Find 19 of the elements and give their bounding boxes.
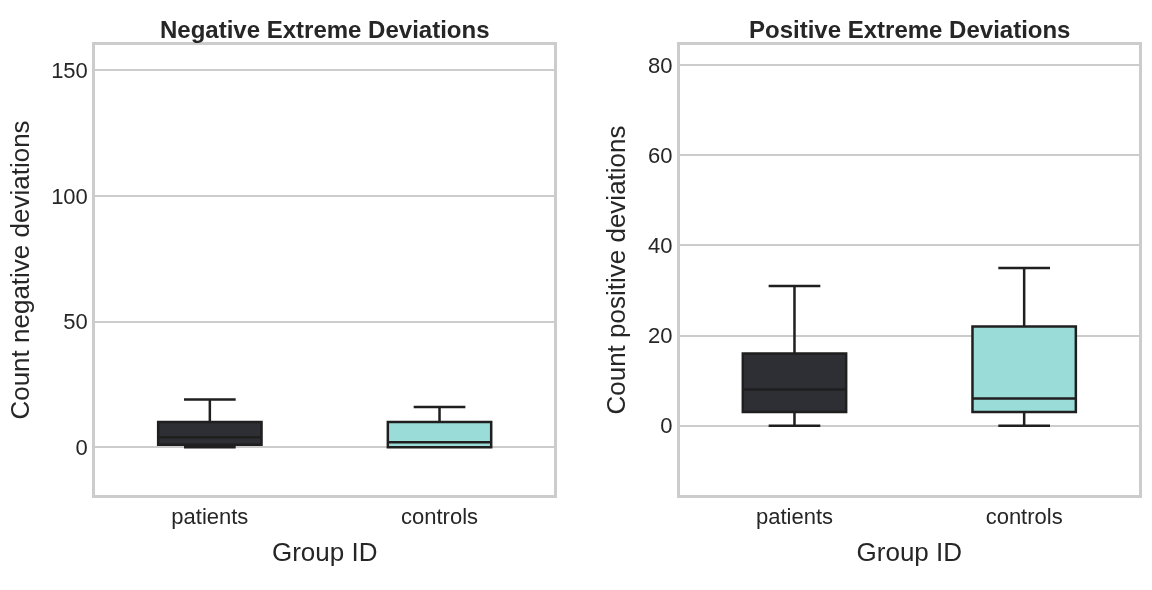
x-tick-label: controls xyxy=(401,504,479,530)
y-tick-label: 20 xyxy=(648,323,673,349)
chart-title: Positive Extreme Deviations xyxy=(749,16,1071,43)
x-tick-label: patients xyxy=(171,504,249,530)
chart-title: Negative Extreme Deviations xyxy=(160,16,490,43)
y-tick-label: 100 xyxy=(51,183,88,209)
y-axis-title: Count negative deviations xyxy=(4,120,35,420)
x-axis-title: Group ID xyxy=(271,536,378,567)
y-tick-label: 150 xyxy=(51,57,88,83)
x-axis-title: Group ID xyxy=(856,536,963,567)
y-axis-title: Count positive deviations xyxy=(601,125,632,415)
y-tick-label: 80 xyxy=(648,52,673,78)
y-tick-label: 0 xyxy=(660,413,673,439)
y-tick-label: 40 xyxy=(648,233,673,259)
x-tick-label: controls xyxy=(985,504,1063,530)
y-tick-label: 0 xyxy=(75,434,88,460)
y-tick-label: 60 xyxy=(648,143,673,169)
y-tick-label: 50 xyxy=(63,309,88,335)
x-tick-label: patients xyxy=(755,504,834,530)
